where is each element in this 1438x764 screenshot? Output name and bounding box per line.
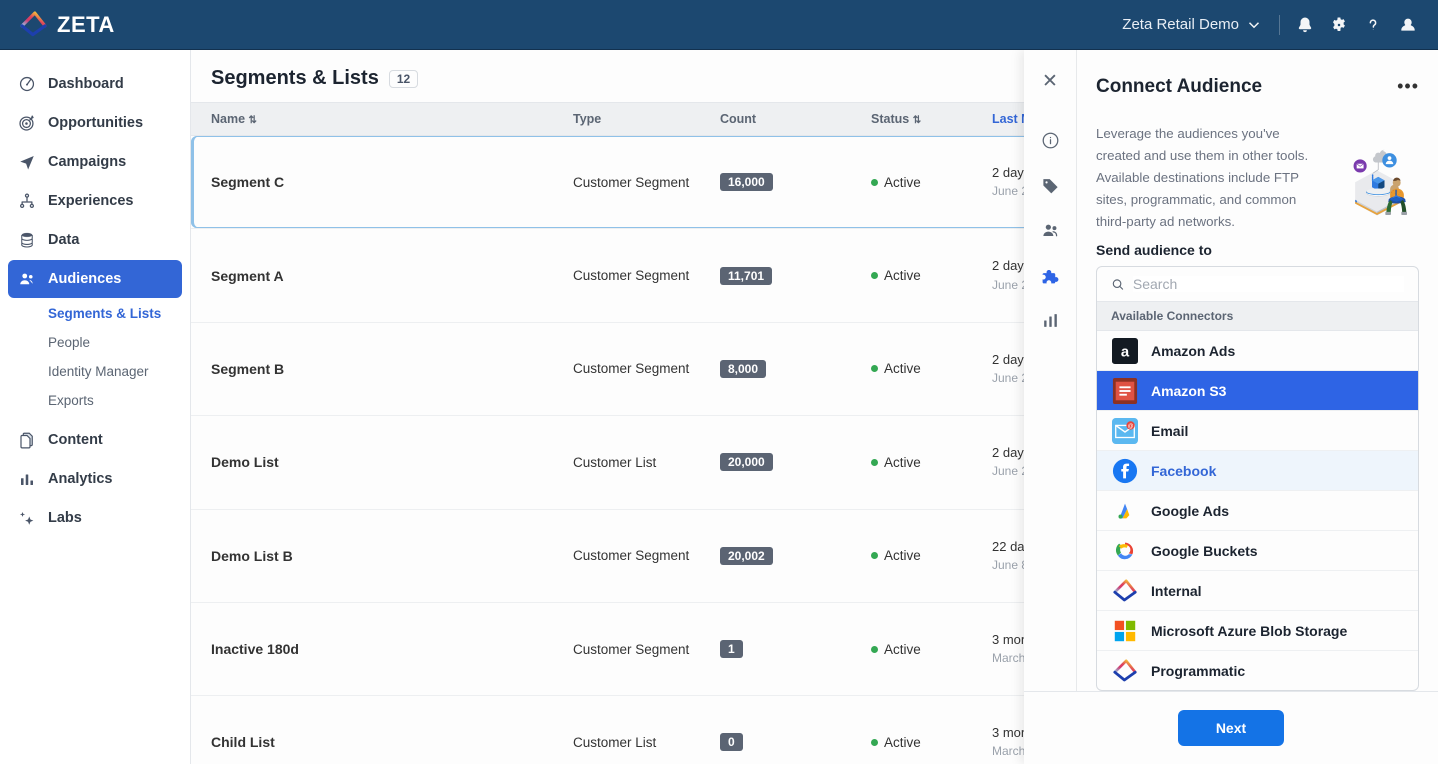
svg-text:@: @ (1128, 423, 1134, 429)
svg-text:a: a (1121, 344, 1130, 360)
